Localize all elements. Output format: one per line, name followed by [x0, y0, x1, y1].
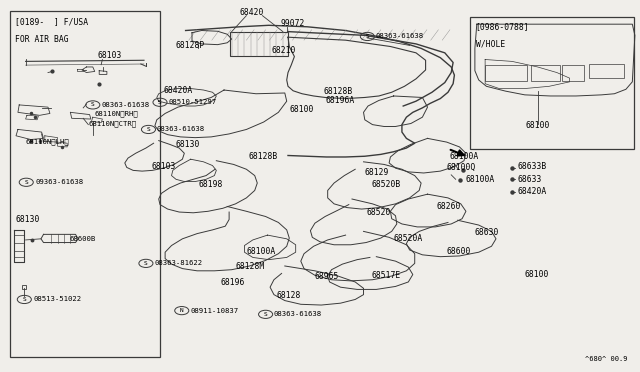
Text: 08363-81622: 08363-81622: [155, 260, 203, 266]
Text: 68103: 68103: [97, 51, 122, 60]
Text: 68110N〈CTR〉: 68110N〈CTR〉: [88, 121, 136, 127]
Text: 68100A: 68100A: [246, 247, 276, 256]
Text: 68420A: 68420A: [517, 187, 547, 196]
Text: 68600B: 68600B: [69, 236, 95, 242]
Text: 08513-51022: 08513-51022: [33, 296, 81, 302]
Text: 68110N〈LH〉: 68110N〈LH〉: [26, 138, 69, 145]
Text: S: S: [144, 261, 148, 266]
Text: 68196: 68196: [221, 278, 245, 286]
Text: 68520A: 68520A: [394, 234, 423, 243]
Text: 68210: 68210: [272, 46, 296, 55]
Text: 68128B: 68128B: [248, 152, 278, 161]
Text: 68633: 68633: [517, 174, 541, 183]
Text: W/HOLE: W/HOLE: [476, 40, 505, 49]
Text: 68130: 68130: [176, 140, 200, 149]
Text: S: S: [158, 100, 162, 105]
Text: FOR AIR BAG: FOR AIR BAG: [15, 35, 68, 44]
Text: 68965: 68965: [315, 272, 339, 281]
Text: 68517E: 68517E: [371, 271, 401, 280]
Bar: [470, 17, 634, 149]
Bar: [10, 11, 160, 357]
Text: [0189-  ] F/USA: [0189- ] F/USA: [15, 17, 88, 26]
Text: 68129: 68129: [365, 168, 389, 177]
Text: 68100Q: 68100Q: [447, 163, 476, 172]
Bar: [230, 32, 288, 56]
Text: 68633B: 68633B: [517, 162, 547, 171]
Text: S: S: [22, 297, 26, 302]
Text: 68420: 68420: [240, 8, 264, 17]
Text: 68198: 68198: [198, 180, 223, 189]
Text: 68128M: 68128M: [236, 262, 265, 270]
Text: S: S: [91, 102, 95, 108]
Text: 68420A: 68420A: [163, 86, 193, 95]
Text: 68100A: 68100A: [466, 174, 495, 183]
Text: 68100: 68100: [525, 270, 549, 279]
Bar: [562, 65, 584, 81]
Text: 68100A: 68100A: [449, 152, 479, 161]
Text: 68260: 68260: [436, 202, 461, 211]
Text: 68100: 68100: [289, 105, 314, 114]
Text: 68100: 68100: [525, 121, 550, 130]
Text: 08911-10837: 08911-10837: [190, 308, 238, 314]
Bar: [485, 65, 527, 81]
Text: 68103: 68103: [151, 162, 175, 171]
Text: [0986-0788]: [0986-0788]: [476, 22, 529, 31]
Text: 68128P: 68128P: [176, 41, 205, 50]
Text: S: S: [365, 34, 369, 39]
Text: ^680^ 00.9: ^680^ 00.9: [585, 356, 627, 362]
Text: 08510-51297: 08510-51297: [168, 99, 216, 105]
Text: 68128B: 68128B: [323, 87, 353, 96]
Text: 68520: 68520: [366, 208, 390, 217]
Text: 68520B: 68520B: [371, 180, 401, 189]
Text: S: S: [147, 127, 150, 132]
Text: 99072: 99072: [280, 19, 305, 28]
Text: 68130: 68130: [16, 215, 40, 224]
Text: S: S: [264, 312, 268, 317]
Text: S: S: [24, 180, 28, 185]
Text: 08363-61638: 08363-61638: [274, 311, 322, 317]
Text: N: N: [180, 308, 184, 313]
Bar: [589, 64, 624, 78]
Text: 08363-61638: 08363-61638: [157, 126, 205, 132]
Text: 09363-61638: 09363-61638: [35, 179, 83, 185]
Text: 68196A: 68196A: [325, 96, 355, 105]
Text: 68630: 68630: [475, 228, 499, 237]
Text: 68110N〈RH〉: 68110N〈RH〉: [95, 110, 138, 117]
Text: 08363-61638: 08363-61638: [376, 33, 424, 39]
Text: 68600: 68600: [447, 247, 471, 256]
Text: 08363-61638: 08363-61638: [102, 102, 150, 108]
Text: 68128: 68128: [276, 291, 301, 299]
Bar: [531, 65, 560, 81]
